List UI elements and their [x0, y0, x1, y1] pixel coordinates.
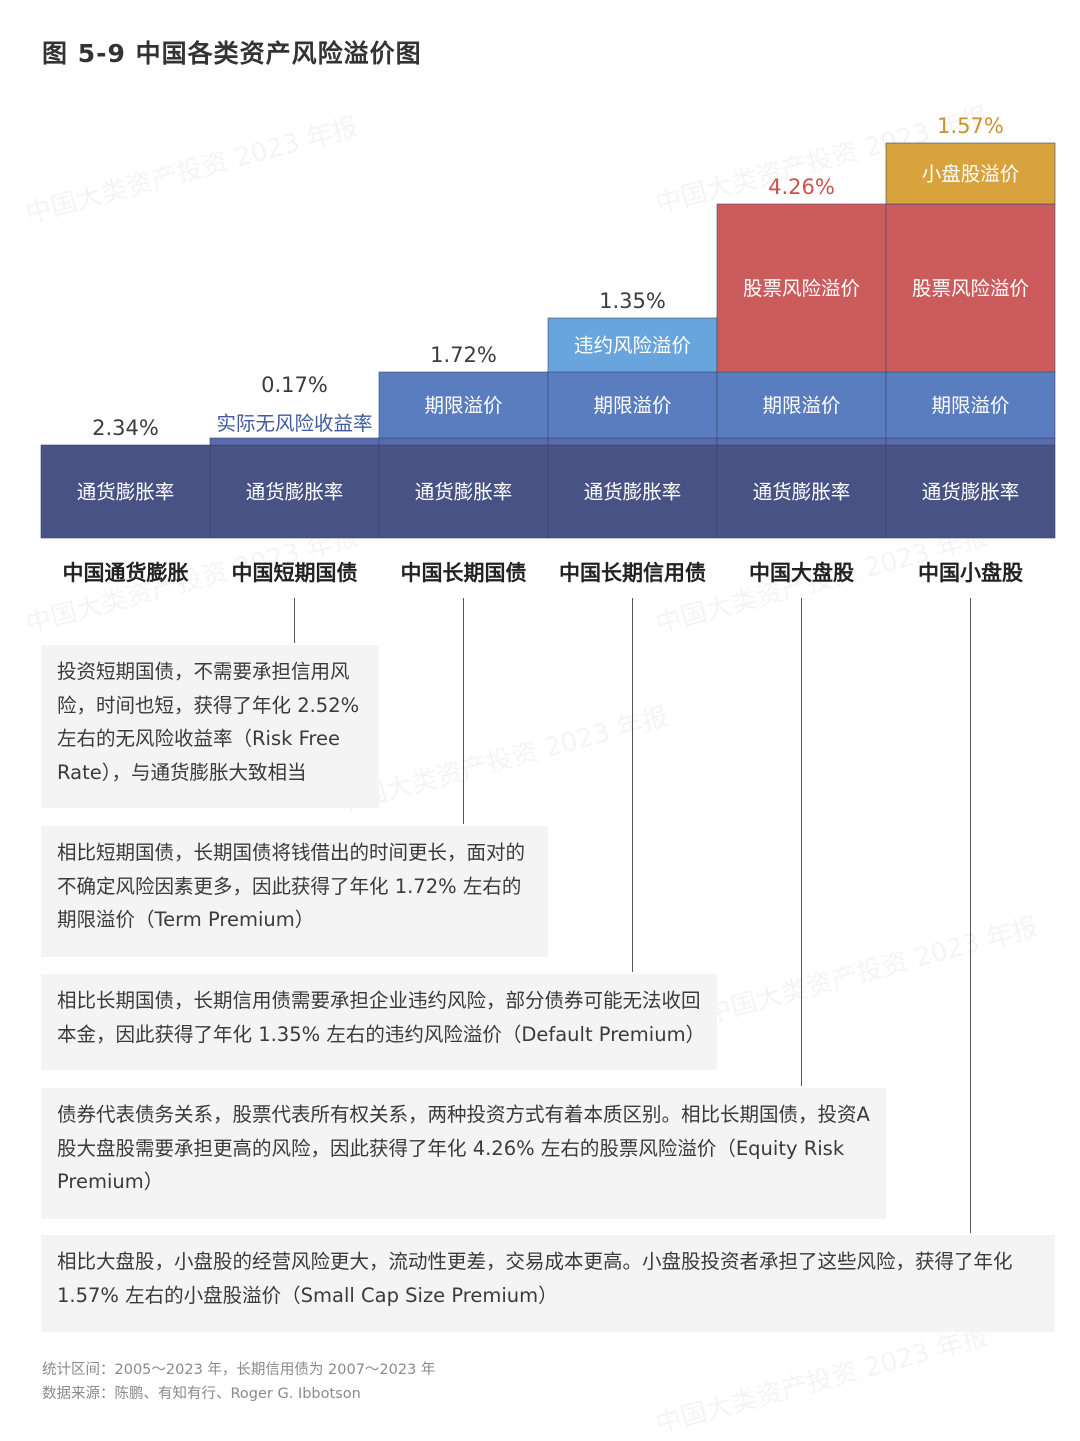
- note-credit-bond: 相比长期国债，长期信用债需要承担企业违约风险，部分债券可能无法收回本金，因此获得…: [41, 974, 717, 1070]
- note-long-term-bond: 相比短期国债，长期国债将钱借出的时间更长，面对的不确定风险因素更多，因此获得了年…: [41, 826, 548, 957]
- segment-label-inflation: 通货膨胀率: [753, 481, 851, 504]
- value-label: 1.72%: [430, 343, 497, 367]
- segment-label-inflation: 通货膨胀率: [922, 481, 1020, 504]
- bar-segment-term: [378, 371, 549, 439]
- note-short-term-bond: 投资短期国债，不需要承担信用风险，时间也短，获得了年化 2.52% 左右的无风险…: [41, 645, 379, 808]
- bar-segment-equity: [885, 203, 1056, 373]
- bar-segment-inflation: [209, 444, 380, 539]
- value-label: 0.17%: [261, 373, 328, 397]
- value-label: 1.35%: [599, 289, 666, 313]
- footer-source: 数据来源：陈鹏、有知有行、Roger G. Ibbotson: [42, 1386, 361, 1402]
- segment-label-riskfree: 实际无风险收益率: [216, 412, 372, 435]
- footer-period: 统计区间：2005～2023 年，长期信用债为 2007～2023 年: [42, 1362, 436, 1378]
- segment-label-term: 期限溢价: [762, 394, 840, 417]
- segment-label-smallcap: 小盘股溢价: [922, 163, 1020, 186]
- segment-label-term: 期限溢价: [931, 394, 1009, 417]
- segment-label-inflation: 通货膨胀率: [415, 481, 513, 504]
- bar-segment-riskfree: [209, 437, 380, 446]
- bar-segment-default: [547, 317, 718, 373]
- chart-title: 图 5-9 中国各类资产风险溢价图: [42, 39, 422, 68]
- category-label: 中国长期信用债: [559, 561, 706, 585]
- bar-segment-riskfree: [716, 437, 887, 446]
- bar-segment-riskfree: [378, 437, 549, 446]
- value-label: 2.34%: [92, 416, 159, 440]
- segment-label-equity: 股票风险溢价: [743, 277, 860, 300]
- category-label: 中国通货膨胀: [63, 561, 189, 585]
- note-large-cap: 债券代表债务关系，股票代表所有权关系，两种投资方式有着本质区别。相比长期国债，投…: [41, 1088, 886, 1219]
- segment-label-equity: 股票风险溢价: [912, 277, 1029, 300]
- segment-label-inflation: 通货膨胀率: [246, 481, 344, 504]
- segment-label-inflation: 通货膨胀率: [77, 481, 175, 504]
- bar-segment-term: [716, 371, 887, 439]
- bar-segment-equity: [716, 203, 887, 373]
- segment-label-term: 期限溢价: [593, 394, 671, 417]
- bar-segment-inflation: [547, 444, 718, 539]
- value-label: 1.57%: [937, 114, 1004, 138]
- segment-label-inflation: 通货膨胀率: [584, 481, 682, 504]
- bar-segment-riskfree: [547, 437, 718, 446]
- bar-segment-inflation: [716, 444, 887, 539]
- watermark: 中国大类资产投资 2023 年报: [651, 1316, 992, 1440]
- bar-segment-inflation: [378, 444, 549, 539]
- bar-segment-term: [885, 371, 1056, 439]
- bar-segment-smallcap: [885, 142, 1056, 205]
- bar-segment-inflation: [40, 444, 211, 539]
- bar-segment-riskfree: [885, 437, 1056, 446]
- category-label: 中国短期国债: [232, 561, 358, 585]
- category-label: 中国长期国债: [401, 561, 527, 585]
- segment-label-default: 违约风险溢价: [574, 334, 691, 357]
- segment-label-term: 期限溢价: [424, 394, 502, 417]
- note-small-cap: 相比大盘股，小盘股的经营风险更大，流动性更差，交易成本更高。小盘股投资者承担了这…: [41, 1235, 1055, 1332]
- value-label: 4.26%: [768, 175, 835, 199]
- stacked-bar-chart: 通货膨胀率中国通货膨胀通货膨胀率中国短期国债通货膨胀率期限溢价中国长期国债通货膨…: [40, 114, 1056, 1233]
- category-label: 中国小盘股: [918, 561, 1023, 585]
- bar-segment-inflation: [885, 444, 1056, 539]
- category-label: 中国大盘股: [749, 561, 854, 585]
